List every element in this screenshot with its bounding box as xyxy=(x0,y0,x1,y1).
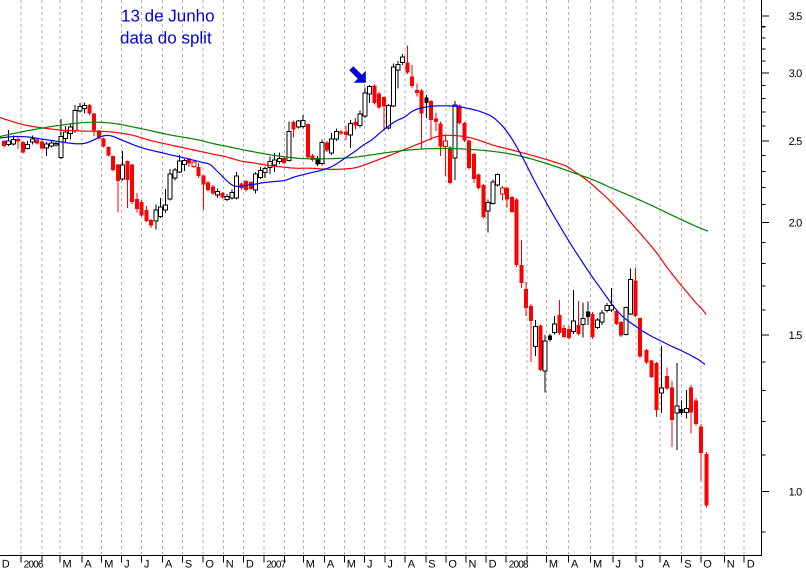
svg-text:N: N xyxy=(226,559,234,570)
svg-text:M: M xyxy=(347,559,356,570)
svg-text:J: J xyxy=(144,559,149,570)
svg-text:M: M xyxy=(549,559,558,570)
svg-text:2007: 2007 xyxy=(266,560,286,570)
svg-text:2.0: 2.0 xyxy=(789,217,803,229)
svg-text:J: J xyxy=(387,559,392,570)
svg-text:N: N xyxy=(727,559,735,570)
svg-text:N: N xyxy=(469,559,477,570)
svg-text:A: A xyxy=(84,559,92,570)
svg-text:S: S xyxy=(185,559,192,570)
svg-text:1.0: 1.0 xyxy=(789,487,803,499)
svg-text:D: D xyxy=(747,559,755,570)
svg-text:1.5: 1.5 xyxy=(789,330,803,342)
svg-text:2008: 2008 xyxy=(509,560,529,570)
svg-text:A: A xyxy=(571,559,579,570)
svg-text:O: O xyxy=(448,559,457,570)
svg-text:2.5: 2.5 xyxy=(789,136,803,148)
svg-text:J: J xyxy=(124,559,129,570)
svg-text:M: M xyxy=(104,559,113,570)
svg-text:S: S xyxy=(428,559,435,570)
svg-text:D: D xyxy=(2,559,10,570)
svg-text:O: O xyxy=(205,559,214,570)
svg-text:O: O xyxy=(703,559,712,570)
svg-text:M: M xyxy=(63,559,72,570)
svg-text:M: M xyxy=(306,559,315,570)
svg-text:A: A xyxy=(408,559,416,570)
svg-text:A: A xyxy=(663,559,671,570)
svg-text:D: D xyxy=(489,559,497,570)
svg-text:D: D xyxy=(246,559,254,570)
svg-text:A: A xyxy=(327,559,335,570)
svg-text:M: M xyxy=(593,559,602,570)
svg-text:J: J xyxy=(639,559,644,570)
svg-text:13 de Junho: 13 de Junho xyxy=(121,7,215,26)
svg-text:S: S xyxy=(684,559,691,570)
svg-text:data do split: data do split xyxy=(120,29,212,48)
svg-text:2006: 2006 xyxy=(24,560,44,570)
svg-text:3.5: 3.5 xyxy=(789,11,803,23)
svg-text:A: A xyxy=(165,559,173,570)
svg-text:3.0: 3.0 xyxy=(789,68,803,80)
svg-text:J: J xyxy=(367,559,372,570)
svg-text:J: J xyxy=(616,559,621,570)
